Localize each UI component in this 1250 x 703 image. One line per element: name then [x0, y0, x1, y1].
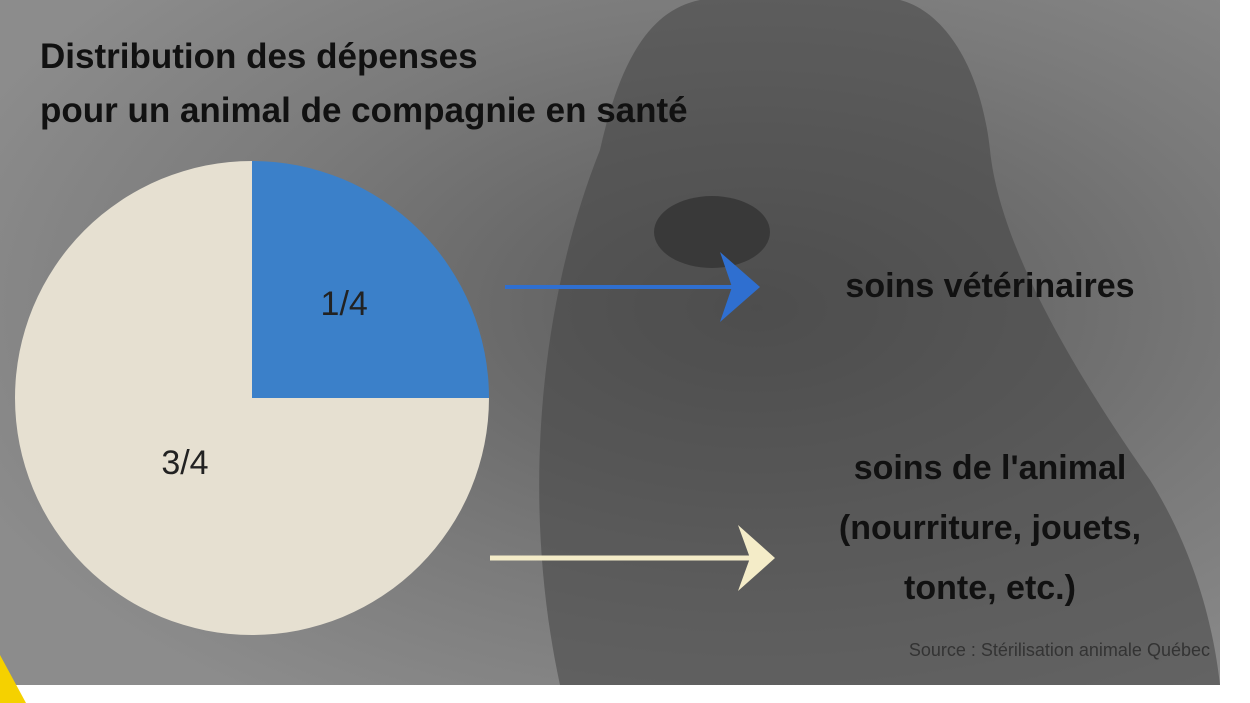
dog-silhouette	[539, 0, 1220, 685]
dog-nose	[654, 196, 770, 268]
chart-title: Distribution des dépenses pour un animal…	[40, 37, 688, 130]
category-label: soins vétérinaires	[845, 267, 1135, 305]
slice-label: 3/4	[161, 444, 208, 482]
category-label: soins de l'animal (nourriture, jouets, t…	[838, 449, 1142, 607]
source: Source : Stérilisation animale Québec	[908, 640, 1210, 660]
slice-label: 1/4	[321, 285, 368, 323]
arrow	[505, 252, 760, 322]
arrow	[490, 525, 775, 591]
pie-slice	[252, 161, 489, 398]
corner-accent	[0, 655, 26, 703]
pie-slice	[15, 161, 489, 635]
